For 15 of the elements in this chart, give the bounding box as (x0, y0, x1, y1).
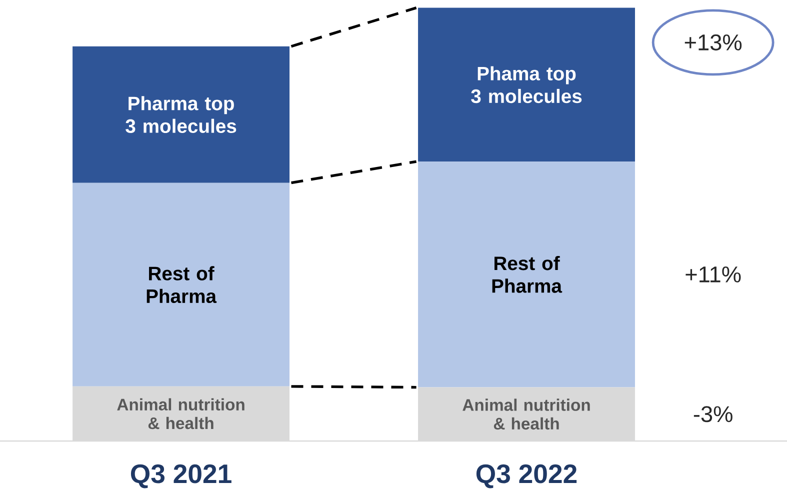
annotation: Animal nutrition & health (462, 398, 590, 430)
x-tick-label: Q3 2021 (130, 464, 232, 488)
annotation: Rest of Pharma (492, 256, 562, 293)
x-tick-label: Q3 2022 (476, 464, 577, 488)
annotation: Animal nutrition & health (117, 398, 244, 430)
annotation: -3% (694, 406, 732, 422)
annotation: Pharma top 3 molecules (126, 96, 236, 134)
annotation: +11% (686, 266, 741, 282)
annotation: Rest of Pharma (146, 266, 217, 304)
bar (72, 46, 290, 183)
bar (72, 182, 290, 386)
annotation: +13% (684, 34, 742, 50)
bar (418, 8, 635, 162)
bar (418, 162, 635, 388)
annotation: Phama top 3 molecules (471, 66, 582, 104)
